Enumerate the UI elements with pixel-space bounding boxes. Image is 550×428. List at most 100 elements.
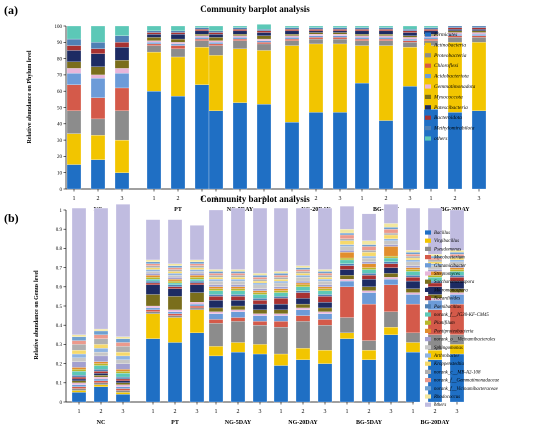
panel-b-bar-segment — [361, 261, 377, 264]
panel-b-bar-segment — [405, 332, 421, 343]
panel-a-bar-segment — [332, 27, 348, 30]
panel-b-replicate-label: 2 — [302, 409, 305, 415]
panel-b-bar-segment — [167, 288, 183, 297]
panel-a-bar-segment — [332, 38, 348, 45]
panel-a-bar-segment — [146, 91, 162, 190]
panel-a-bar-segment — [402, 29, 418, 32]
panel-a-bar-segment — [256, 42, 272, 45]
panel-a-legend-label: Proteobacteria — [433, 53, 467, 59]
panel-a-bar-segment — [208, 30, 224, 33]
panel-a-bar-segment — [378, 30, 394, 35]
panel-a-bar-segment — [332, 30, 348, 33]
panel-b-bar-segment — [449, 252, 465, 255]
panel-b-bar-segment — [115, 336, 131, 339]
panel-b-bar-segment — [71, 388, 87, 391]
panel-b-y-tick-label: 0 — [60, 401, 63, 406]
panel-a-bar-segment — [354, 82, 370, 190]
panel-b-bar-segment — [295, 348, 311, 360]
panel-b-bar-segment — [189, 292, 205, 303]
panel-b-legend-swatch — [425, 255, 431, 260]
panel-b-replicate-label: 2 — [174, 409, 177, 415]
panel-b-bar-segment — [273, 277, 289, 280]
panel-b-bar-segment — [115, 371, 131, 374]
panel-b-bar-segment — [115, 338, 131, 343]
panel-b-bar-segment — [189, 280, 205, 284]
panel-b-bar-segment — [93, 374, 109, 378]
panel-b-bar-segment — [339, 278, 355, 282]
panel-a-bar-segment — [90, 78, 106, 98]
panel-b-bar-segment — [317, 296, 333, 303]
panel-b-bar-segment — [230, 317, 246, 322]
panel-a-bar-segment — [256, 50, 272, 105]
panel-b-y-tick-label: 0.9 — [56, 228, 63, 233]
panel-b-bar-segment — [71, 336, 87, 341]
panel-b-bar-segment — [230, 296, 246, 301]
panel-b-bar-segment — [405, 267, 421, 270]
panel-b-ylabel: Relative abundance on Genus level — [34, 270, 40, 360]
panel-b-bar-segment — [295, 321, 311, 349]
panel-a-bar-segment — [471, 35, 487, 38]
panel-b-bar-segment — [208, 288, 224, 291]
panel-a-y-tick-label: 30 — [57, 139, 63, 144]
panel-b-bar-segment — [252, 207, 268, 274]
panel-b-replicate-label: 3 — [259, 409, 262, 415]
panel-b-bar-segment — [252, 298, 268, 301]
panel-b-legend-label: Glutamicibacter — [434, 264, 466, 269]
panel-b-bar-segment — [273, 365, 289, 403]
panel-b-bar-segment — [252, 325, 268, 345]
panel-a-bar-segment — [146, 51, 162, 92]
panel-b-group-label: NC — [97, 420, 106, 426]
panel-b-bar-segment — [230, 294, 246, 297]
panel-b-bar-segment — [230, 311, 246, 318]
panel-b-bar-segment — [383, 326, 399, 335]
panel-a-bar-segment — [284, 45, 300, 123]
panel-b-bar-segment — [230, 277, 246, 280]
panel-b-bar-segment — [252, 303, 268, 310]
panel-a-replicate-label: 1 — [73, 196, 76, 202]
panel-a-bar-segment — [194, 29, 210, 32]
panel-a-bar-segment — [90, 25, 106, 43]
panel-b-replicate-label: 3 — [456, 409, 459, 415]
panel-b-bar-segment — [273, 278, 289, 282]
panel-b-bar-segment — [295, 303, 311, 309]
panel-a-bar-segment — [170, 30, 186, 33]
panel-b-bar-segment — [145, 338, 161, 403]
panel-b-bar-segment — [449, 209, 465, 251]
panel-b-bar-segment — [361, 263, 377, 268]
panel-b-bar-segment — [115, 359, 131, 364]
panel-b-replicate-label: 3 — [196, 409, 199, 415]
panel-a-bar-segment — [66, 133, 82, 165]
panel-b-bar-segment — [167, 269, 183, 272]
panel-a-legend-swatch — [425, 74, 431, 79]
panel-a-bar-segment — [114, 42, 130, 48]
panel-b-bar-segment — [361, 269, 377, 274]
panel-b-bar-segment — [189, 259, 205, 262]
panel-a-bar-segment — [308, 34, 324, 36]
panel-a-bar-segment — [66, 61, 82, 69]
panel-a-bar-segment — [146, 40, 162, 43]
panel-b-bar-segment — [295, 298, 311, 305]
panel-a-bar-segment — [402, 30, 418, 33]
panel-a-bar-segment — [471, 27, 487, 30]
panel-b-bar-segment — [208, 275, 224, 278]
panel-b-legend-label: Micromonospora — [433, 288, 468, 293]
panel-a-bar-segment — [447, 29, 463, 32]
panel-b-legend-swatch — [425, 279, 431, 284]
panel-a-bar-segment — [90, 66, 106, 76]
panel-b-bar-segment — [167, 284, 183, 287]
panel-b-bar-segment — [295, 307, 311, 310]
panel-a-bar-segment — [354, 38, 370, 41]
panel-b-bar-segment — [405, 207, 421, 251]
panel-a-replicate-label: 3 — [201, 196, 204, 202]
panel-a-legend-label: Firmicutes — [433, 32, 457, 38]
panel-b-bar-segment — [93, 328, 109, 332]
panel-b-bar-segment — [383, 261, 399, 264]
panel-b-bar-segment — [189, 303, 205, 307]
panel-b-bar-segment — [383, 255, 399, 259]
panel-a-y-tick-label: 90 — [57, 41, 63, 46]
panel-a-bar-segment — [208, 32, 224, 35]
panel-b-bar-segment — [273, 275, 289, 278]
panel-b-bar-segment — [208, 284, 224, 287]
panel-a-bar-segment — [170, 32, 186, 35]
panel-a-legend-label: Gemmatimonadota — [434, 84, 476, 90]
